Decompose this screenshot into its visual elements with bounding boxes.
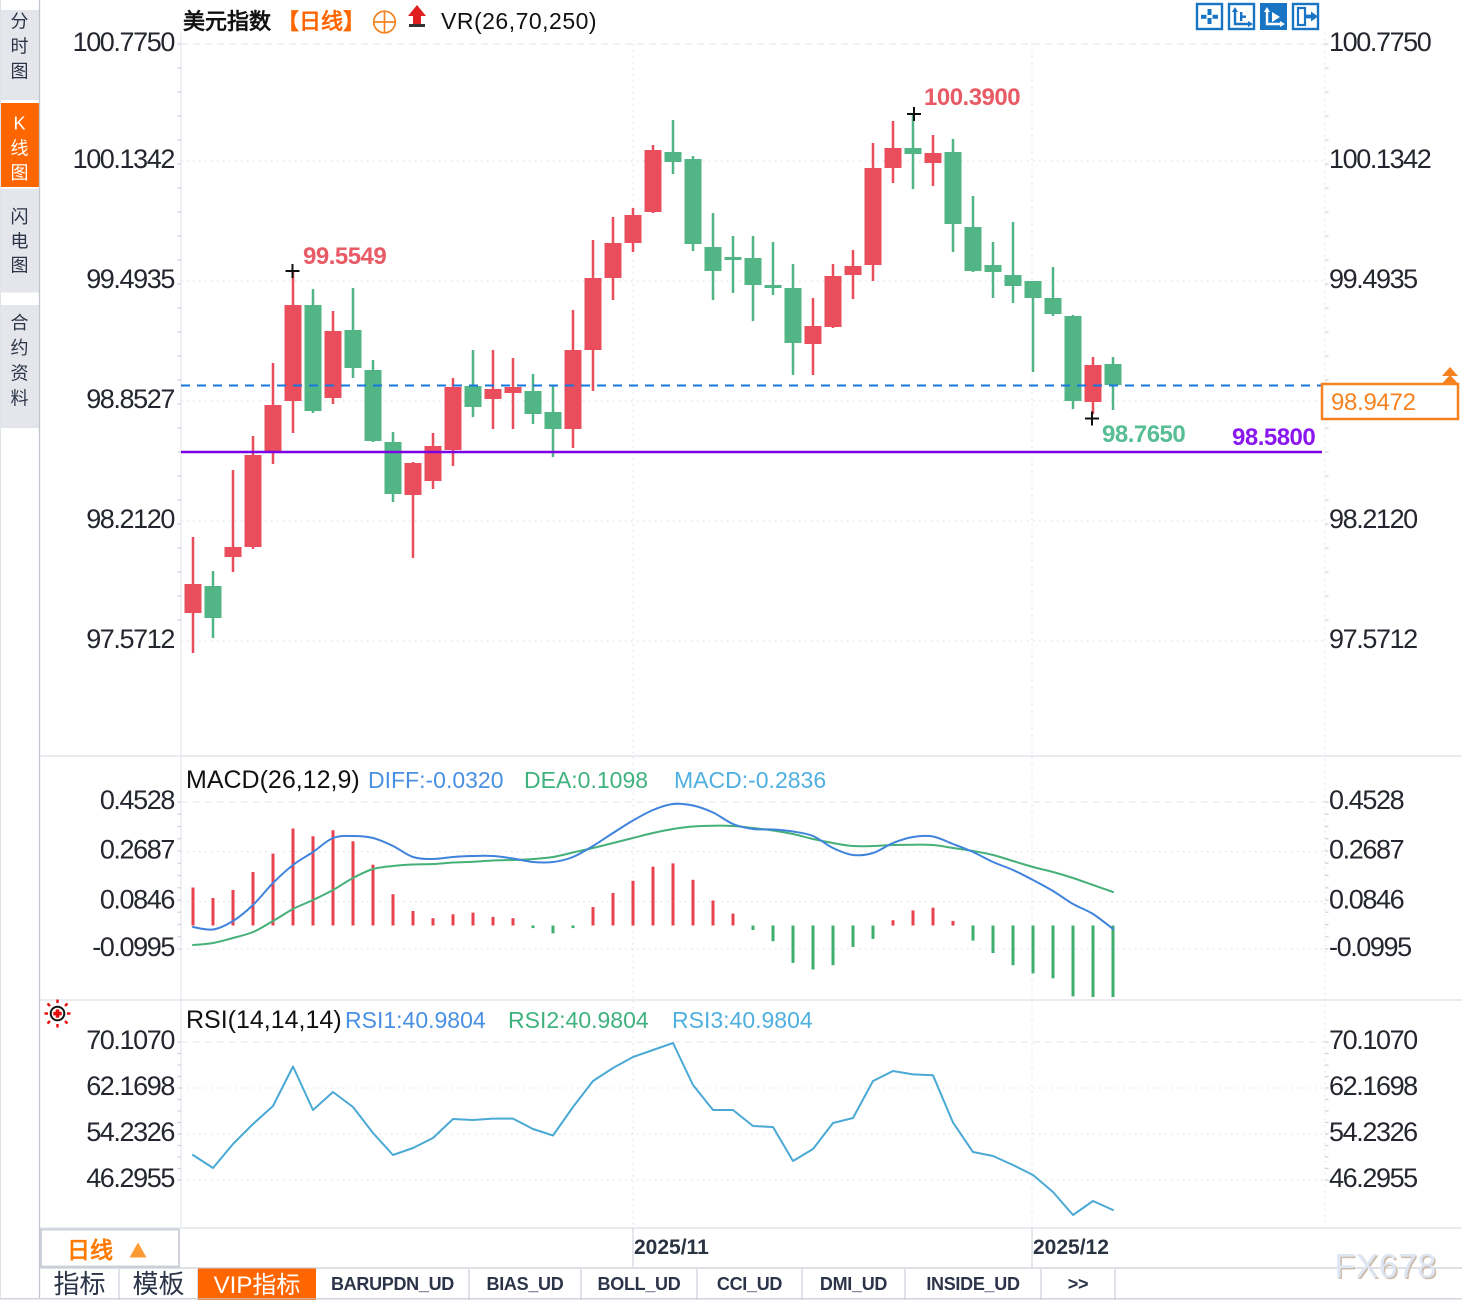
svg-text:-0.0995: -0.0995 <box>1329 932 1411 962</box>
svg-text:0.2687: 0.2687 <box>100 835 175 865</box>
svg-text:100.7750: 100.7750 <box>73 27 175 57</box>
svg-text:合: 合 <box>11 313 29 333</box>
svg-text:-0.0995: -0.0995 <box>92 932 174 962</box>
svg-text:K: K <box>13 114 25 134</box>
svg-text:RSI1:40.9804: RSI1:40.9804 <box>345 1007 486 1033</box>
svg-text:料: 料 <box>11 389 29 409</box>
svg-text:图: 图 <box>11 163 29 183</box>
svg-text:CCI_UD: CCI_UD <box>717 1274 783 1294</box>
svg-text:99.5549: 99.5549 <box>303 243 386 270</box>
svg-text:BIAS_UD: BIAS_UD <box>487 1274 564 1294</box>
svg-text:BOLL_UD: BOLL_UD <box>598 1274 681 1294</box>
svg-text:VIP指标: VIP指标 <box>214 1272 301 1299</box>
svg-text:0.0846: 0.0846 <box>1329 885 1404 915</box>
svg-text:【日线】: 【日线】 <box>277 9 365 34</box>
svg-text:97.5712: 97.5712 <box>1329 624 1417 654</box>
svg-text:62.1698: 62.1698 <box>1329 1071 1417 1101</box>
svg-text:DMI_UD: DMI_UD <box>820 1274 888 1294</box>
svg-text:46.2955: 46.2955 <box>86 1163 174 1193</box>
svg-text:VR(26,70,250): VR(26,70,250) <box>441 8 597 34</box>
svg-text:FX678: FX678 <box>1335 1248 1437 1286</box>
svg-text:98.9472: 98.9472 <box>1331 389 1416 416</box>
svg-text:MACD(26,12,9): MACD(26,12,9) <box>186 766 360 794</box>
svg-text:54.2326: 54.2326 <box>1329 1117 1417 1147</box>
svg-text:DEA:0.1098: DEA:0.1098 <box>524 767 648 793</box>
svg-text:98.8527: 98.8527 <box>86 384 174 414</box>
svg-text:分: 分 <box>11 12 29 32</box>
svg-text:98.7650: 98.7650 <box>1102 421 1185 448</box>
svg-text:FX678: FX678 <box>1336 1249 1438 1287</box>
svg-text:美元指数: 美元指数 <box>183 9 272 34</box>
svg-text:100.7750: 100.7750 <box>1329 27 1431 57</box>
svg-text:日线: 日线 <box>67 1237 113 1263</box>
svg-text:闪: 闪 <box>11 207 29 227</box>
svg-text:约: 约 <box>11 338 29 358</box>
svg-text:100.1342: 100.1342 <box>1329 144 1431 174</box>
svg-text:0.4528: 0.4528 <box>1329 785 1404 815</box>
svg-text:时: 时 <box>11 37 29 57</box>
svg-text:2025/12: 2025/12 <box>1033 1236 1109 1259</box>
svg-text:97.5712: 97.5712 <box>86 624 174 654</box>
svg-text:RSI(14,14,14): RSI(14,14,14) <box>186 1006 342 1034</box>
svg-text:54.2326: 54.2326 <box>86 1117 174 1147</box>
svg-text:98.2120: 98.2120 <box>86 504 174 534</box>
svg-text:46.2955: 46.2955 <box>1329 1163 1417 1193</box>
svg-text:2025/11: 2025/11 <box>634 1236 709 1259</box>
svg-text:图: 图 <box>11 256 29 276</box>
svg-text:0.4528: 0.4528 <box>100 785 175 815</box>
svg-text:99.4935: 99.4935 <box>86 264 174 294</box>
svg-text:98.5800: 98.5800 <box>1232 424 1315 451</box>
svg-text:99.4935: 99.4935 <box>1329 264 1417 294</box>
svg-text:100.3900: 100.3900 <box>924 84 1020 111</box>
svg-text:INSIDE_UD: INSIDE_UD <box>926 1274 1020 1294</box>
svg-text:RSI2:40.9804: RSI2:40.9804 <box>508 1007 649 1033</box>
svg-text:资: 资 <box>11 364 29 384</box>
svg-text:MACD:-0.2836: MACD:-0.2836 <box>674 767 826 793</box>
svg-text:模板: 模板 <box>132 1269 184 1299</box>
svg-text:>>: >> <box>1068 1274 1088 1294</box>
svg-text:电: 电 <box>11 232 29 252</box>
svg-text:62.1698: 62.1698 <box>86 1071 174 1101</box>
svg-text:BARUPDN_UD: BARUPDN_UD <box>331 1274 454 1294</box>
svg-text:0.0846: 0.0846 <box>100 885 175 915</box>
svg-text:0.2687: 0.2687 <box>1329 835 1404 865</box>
svg-text:DIFF:-0.0320: DIFF:-0.0320 <box>368 767 504 793</box>
svg-text:线: 线 <box>11 139 29 159</box>
svg-text:70.1070: 70.1070 <box>1329 1025 1417 1055</box>
svg-text:98.2120: 98.2120 <box>1329 504 1417 534</box>
svg-text:RSI3:40.9804: RSI3:40.9804 <box>672 1007 813 1033</box>
svg-text:70.1070: 70.1070 <box>86 1025 174 1055</box>
svg-text:图: 图 <box>11 62 29 82</box>
svg-text:指标: 指标 <box>53 1269 105 1299</box>
svg-text:100.1342: 100.1342 <box>73 144 175 174</box>
